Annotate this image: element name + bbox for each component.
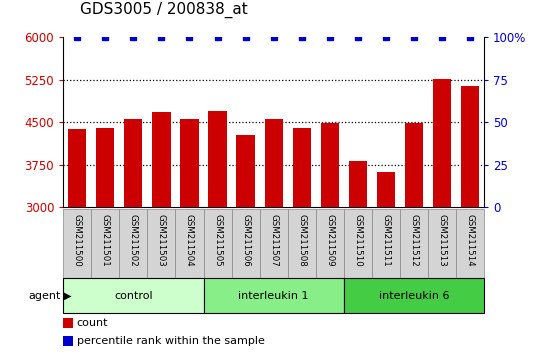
Text: GSM211514: GSM211514 [465, 215, 475, 267]
Bar [433, 79, 451, 207]
Bar [293, 129, 311, 207]
Text: percentile rank within the sample: percentile rank within the sample [76, 336, 265, 346]
Text: GSM211503: GSM211503 [157, 215, 166, 267]
Bar [400, 209, 428, 278]
Bar [456, 209, 484, 278]
Bar [204, 209, 232, 278]
Text: control: control [114, 291, 153, 301]
Text: GSM211505: GSM211505 [213, 215, 222, 267]
Text: GSM211506: GSM211506 [241, 215, 250, 267]
Text: agent: agent [28, 291, 60, 301]
Bar [147, 209, 175, 278]
Bar [344, 278, 484, 313]
Bar [265, 119, 283, 207]
Text: GSM211510: GSM211510 [353, 215, 362, 267]
Bar [96, 128, 114, 207]
Bar [175, 209, 204, 278]
Bar [316, 209, 344, 278]
Text: GSM211508: GSM211508 [297, 215, 306, 267]
Text: GDS3005 / 200838_at: GDS3005 / 200838_at [80, 1, 248, 18]
Text: GSM211512: GSM211512 [409, 215, 419, 267]
Bar [428, 209, 456, 278]
Bar [63, 318, 73, 328]
Text: count: count [76, 318, 108, 328]
Text: GSM211502: GSM211502 [129, 215, 138, 267]
Bar [208, 111, 227, 207]
Bar [236, 135, 255, 207]
Bar [63, 336, 73, 346]
Bar [260, 209, 288, 278]
Text: GSM211500: GSM211500 [73, 215, 82, 267]
Bar [152, 112, 170, 207]
Text: interleukin 6: interleukin 6 [378, 291, 449, 301]
Bar [68, 129, 86, 207]
Bar [377, 172, 395, 207]
Bar [405, 123, 423, 207]
Bar [119, 209, 147, 278]
Bar [63, 209, 91, 278]
Bar [91, 209, 119, 278]
Bar [124, 119, 142, 207]
Bar [63, 278, 204, 313]
Bar [321, 123, 339, 207]
Text: GSM211509: GSM211509 [325, 215, 334, 267]
Bar [204, 278, 344, 313]
Bar [180, 119, 199, 207]
Text: GSM211513: GSM211513 [437, 215, 447, 267]
Bar [461, 86, 479, 207]
Text: GSM211501: GSM211501 [101, 215, 110, 267]
Text: GSM211507: GSM211507 [269, 215, 278, 267]
Bar [372, 209, 400, 278]
Bar [288, 209, 316, 278]
Bar [349, 161, 367, 207]
Bar [232, 209, 260, 278]
Text: GSM211504: GSM211504 [185, 215, 194, 267]
Text: interleukin 1: interleukin 1 [238, 291, 309, 301]
Text: GSM211511: GSM211511 [381, 215, 390, 267]
Bar [344, 209, 372, 278]
Text: ▶: ▶ [64, 291, 72, 301]
